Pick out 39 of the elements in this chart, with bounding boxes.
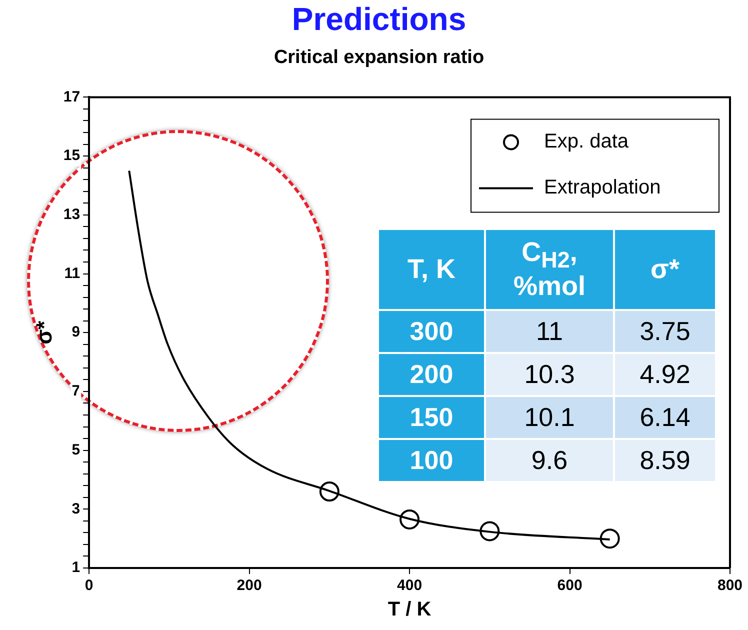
legend-label: Exp. data	[544, 130, 630, 153]
x-axis-title: T / K	[388, 598, 432, 621]
y-axis-title: σ*	[31, 320, 56, 344]
annotation: 8.59	[614, 439, 716, 482]
chart-subtitle: Critical expansion ratio	[274, 47, 484, 68]
annotation: 11	[485, 310, 614, 353]
x-tick-label: 600	[557, 577, 582, 594]
y-tick-label: 13	[63, 206, 80, 224]
annotation: 100	[378, 439, 485, 482]
x-tick-label: 200	[236, 577, 262, 594]
annotation: 10.3	[485, 353, 614, 396]
annotation: 300	[378, 310, 485, 353]
annotation: 6.14	[614, 396, 716, 439]
point	[319, 481, 340, 502]
annotation: 200	[378, 353, 485, 396]
annotation: T, K	[378, 229, 485, 310]
point	[480, 521, 500, 542]
y-tick-label: 7	[72, 382, 80, 400]
x-tick-label: 400	[397, 577, 422, 594]
y-tick-label: 11	[64, 264, 80, 282]
point	[400, 509, 420, 530]
y-tick-label: 3	[72, 500, 80, 518]
annotation: σ*	[614, 229, 716, 310]
legend-label: Extrapolation	[544, 176, 661, 199]
y-tick-label: 17	[63, 88, 80, 106]
y-tick-label: 1	[72, 559, 80, 576]
y-tick-label: 5	[72, 441, 80, 458]
annotation: 3.75	[614, 310, 716, 353]
x-tick-label: 800	[717, 577, 743, 594]
chart-title: Predictions	[292, 1, 466, 38]
y-tick-label: 15	[63, 147, 80, 164]
annotation: C$_{H2}$, %mol	[485, 229, 614, 310]
y-tick-label: 9	[72, 324, 80, 341]
x-tick-label: 0	[84, 577, 94, 594]
annotation: 150	[378, 396, 485, 439]
point	[600, 528, 620, 549]
annotation: 9.6	[485, 439, 614, 482]
annotation: 4.92	[614, 353, 716, 396]
annotation: 10.1	[485, 396, 614, 439]
